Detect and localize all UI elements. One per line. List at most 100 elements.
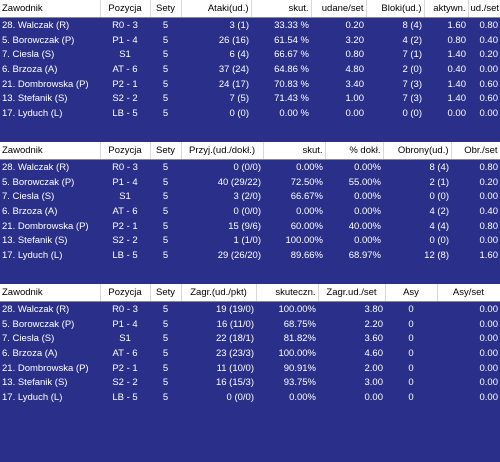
stat-b-cell: 2 (0): [402, 63, 422, 75]
stat-c-cell: 0.00: [479, 377, 499, 389]
column-header[interactable]: Pozycja: [100, 0, 151, 18]
sets-cell: 5: [162, 333, 169, 345]
table-row[interactable]: 7. Ciesla (S) S1 5 6 (4) 66.67 % 0.80 7 (1) 1.4…: [0, 47, 500, 62]
column-header[interactable]: % dokł.: [325, 142, 384, 160]
column-header[interactable]: Zagr.(ud./pkt): [181, 284, 257, 302]
per-set-cell: 0.80: [345, 49, 365, 61]
column-header[interactable]: skut.: [263, 142, 326, 160]
stat-c-cell: 0.80: [447, 34, 467, 46]
column-header[interactable]: Zawodnik: [0, 284, 101, 302]
column-header[interactable]: Sety: [150, 142, 182, 160]
column-header[interactable]: udane/set: [311, 0, 367, 18]
table-row[interactable]: 28. Walczak (R) R0 - 3 5 3 (1) 33.33 % 0.20 8 …: [0, 18, 500, 33]
column-header[interactable]: skuteczn.: [256, 284, 319, 302]
stat-b-cell: 0 (0): [429, 191, 449, 203]
per-set-cell: 0.00: [364, 391, 384, 403]
player-name-cell: 21. Dombrowska (P): [2, 78, 89, 90]
sets-cell: 5: [162, 303, 169, 315]
position-cell: R0 - 3: [112, 19, 138, 31]
column-header[interactable]: Ataki(ud.): [181, 0, 252, 18]
efficiency-cell: 33.33 %: [274, 19, 309, 31]
column-header[interactable]: Przyj.(ud./dokł.): [181, 142, 264, 160]
stat-count-cell: 22 (18/1): [215, 333, 254, 345]
player-name-cell: 5. Borowczak (P): [2, 318, 75, 330]
efficiency-cell: 60.00%: [290, 220, 323, 232]
per-set-cell: 2.20: [364, 318, 384, 330]
sets-cell: 5: [162, 191, 169, 203]
column-header[interactable]: Obrony(ud.): [383, 142, 452, 160]
column-header[interactable]: ud./set: [468, 0, 500, 18]
stat-b-cell: 4 (2): [402, 34, 422, 46]
column-header[interactable]: Pozycja: [100, 142, 151, 160]
attack-block-stats-table: Zawodnik Pozycja Sety Ataki(ud.) skut. udane/…: [0, 0, 500, 121]
stat-count-cell: 0 (0/0): [233, 161, 261, 173]
stat-d-cell: 0.60: [479, 93, 499, 105]
table-row[interactable]: 17. Lyduch (L) LB - 5 5 0 (0/0) 0.00% 0.00 0 0.…: [0, 390, 500, 405]
per-set-cell: 40.00%: [348, 220, 381, 232]
table-row[interactable]: 5. Borowczak (P) P1 - 4 5 16 (11/0) 68.75% 2.…: [0, 317, 500, 332]
column-header[interactable]: Sety: [150, 284, 182, 302]
stat-c-cell: 0.40: [479, 205, 499, 217]
column-header[interactable]: Bloki(ud.): [366, 0, 425, 18]
per-set-cell: 1.00: [345, 93, 365, 105]
column-header[interactable]: Zawodnik: [0, 142, 101, 160]
player-name-cell: 28. Walczak (R): [2, 161, 70, 173]
column-header[interactable]: Asy: [385, 284, 438, 302]
efficiency-cell: 68.75%: [283, 318, 316, 330]
sets-cell: 5: [162, 49, 169, 61]
table-row[interactable]: 21. Dombrowska (P) P2 - 1 5 11 (10/0) 90.91%…: [0, 361, 500, 376]
stat-count-cell: 26 (16): [218, 34, 249, 46]
stat-c-cell: 0.40: [447, 63, 467, 75]
player-name-cell: 6. Brzoza (A): [2, 63, 58, 75]
stat-count-cell: 0 (0): [229, 107, 249, 119]
table-row[interactable]: 13. Stefanik (S) S2 - 2 5 7 (5) 71.43 % 1.00 7…: [0, 91, 500, 106]
column-header[interactable]: Zagr.ud./set: [318, 284, 386, 302]
column-header[interactable]: aktywn.: [424, 0, 469, 18]
stat-b-cell: 0 (0): [402, 107, 422, 119]
table-row[interactable]: 21. Dombrowska (P) P2 - 1 5 15 (9/6) 60.00% 4…: [0, 219, 500, 234]
player-name-cell: 5. Borowczak (P): [2, 176, 75, 188]
table-row[interactable]: 6. Brzoza (A) AT - 6 5 37 (24) 64.86 % 4.80 2 …: [0, 62, 500, 77]
sets-cell: 5: [162, 249, 169, 261]
stat-count-cell: 40 (29/22): [217, 176, 261, 188]
stat-count-cell: 19 (19/0): [215, 303, 254, 315]
efficiency-cell: 0.00%: [289, 391, 316, 403]
table-row[interactable]: 6. Brzoza (A) AT - 6 5 23 (23/3) 100.00% 4.60…: [0, 346, 500, 361]
efficiency-cell: 100.00%: [278, 303, 316, 315]
position-cell: AT - 6: [112, 205, 138, 217]
sets-cell: 5: [162, 362, 169, 374]
table-row[interactable]: 13. Stefanik (S) S2 - 2 5 16 (15/3) 93.75% 3.…: [0, 375, 500, 390]
column-header[interactable]: Sety: [150, 0, 182, 18]
efficiency-cell: 81.82%: [283, 333, 316, 345]
stat-c-cell: 0.00: [479, 303, 499, 315]
column-header[interactable]: Obr./set: [451, 142, 500, 160]
stat-c-cell: 1.40: [447, 93, 467, 105]
sets-cell: 5: [162, 391, 169, 403]
table-row[interactable]: 6. Brzoza (A) AT - 6 5 0 (0/0) 0.00% 0.00% 4 (…: [0, 204, 500, 219]
stat-count-cell: 16 (11/0): [216, 318, 254, 330]
table-row[interactable]: 21. Dombrowska (P) P2 - 1 5 24 (17) 70.83 % 3…: [0, 77, 500, 92]
player-name-cell: 7. Ciesla (S): [2, 333, 55, 345]
table-row[interactable]: 28. Walczak (R) R0 - 3 5 0 (0/0) 0.00% 0.00% 8…: [0, 160, 500, 175]
stat-c-cell: 0.80: [479, 161, 499, 173]
sets-cell: 5: [162, 235, 169, 247]
efficiency-cell: 100.00%: [278, 347, 316, 359]
table-row[interactable]: 17. Lyduch (L) LB - 5 5 0 (0) 0.00 % 0.00 0 (0…: [0, 106, 500, 121]
player-name-cell: 28. Walczak (R): [2, 19, 70, 31]
position-cell: S1: [119, 191, 131, 203]
column-header[interactable]: Pozycja: [100, 284, 151, 302]
table-row[interactable]: 13. Stefanik (S) S2 - 2 5 1 (1/0) 100.00% 0.0…: [0, 233, 500, 248]
table-row[interactable]: 5. Borowczak (P) P1 - 4 5 40 (29/22) 72.50% 5…: [0, 175, 500, 190]
player-name-cell: 7. Ciesla (S): [2, 49, 55, 61]
table-row[interactable]: 28. Walczak (R) R0 - 3 5 19 (19/0) 100.00% 3.…: [0, 302, 500, 317]
column-header[interactable]: skut.: [251, 0, 312, 18]
column-header[interactable]: Asy/set: [437, 284, 500, 302]
table-row[interactable]: 17. Lyduch (L) LB - 5 5 29 (26/20) 89.66% 68.…: [0, 248, 500, 263]
column-header[interactable]: Zawodnik: [0, 0, 101, 18]
table-row[interactable]: 7. Ciesla (S) S1 5 3 (2/0) 66.67% 0.00% 0 (0) 0…: [0, 189, 500, 204]
serve-stats-table: Zawodnik Pozycja Sety Zagr.(ud./pkt) skutecz…: [0, 284, 500, 405]
table-row[interactable]: 7. Ciesla (S) S1 5 22 (18/1) 81.82% 3.60 0 0.00: [0, 331, 500, 346]
player-name-cell: 13. Stefanik (S): [2, 377, 68, 389]
sets-cell: 5: [162, 107, 169, 119]
table-row[interactable]: 5. Borowczak (P) P1 - 4 5 26 (16) 61.54 % 3.2…: [0, 33, 500, 48]
